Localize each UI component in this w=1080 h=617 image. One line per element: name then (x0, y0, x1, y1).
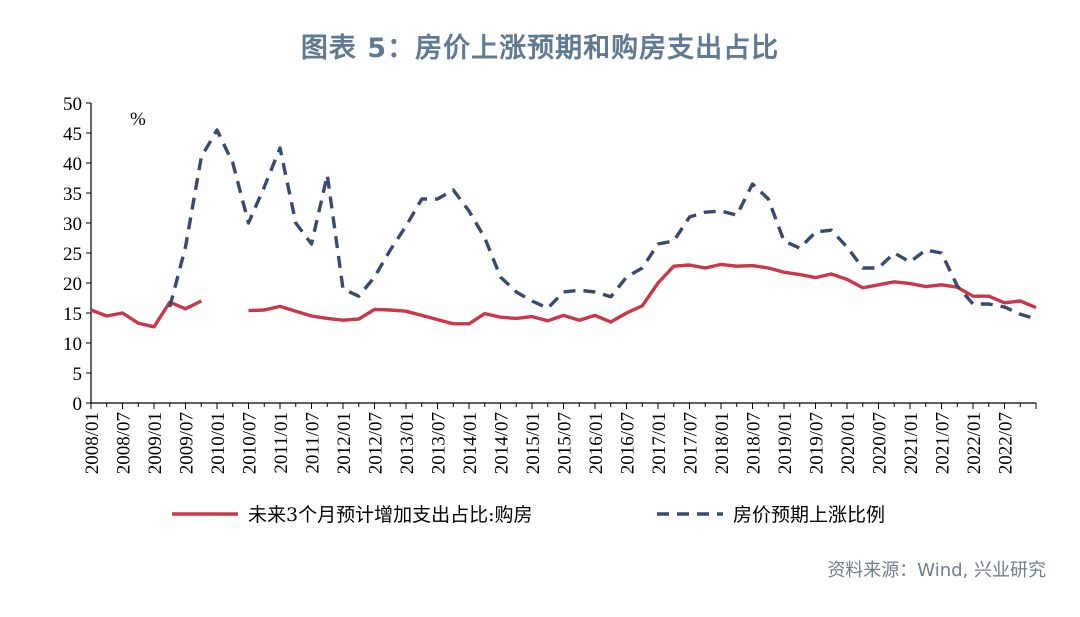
y-tick-label: 45 (63, 124, 82, 145)
y-tick-label: 50 (63, 94, 82, 115)
y-tick-label: 0 (73, 394, 83, 415)
x-tick-label: 2015/01 (523, 412, 544, 474)
series-line-1 (90, 299, 203, 329)
x-tick-label: 2020/07 (870, 412, 891, 474)
x-tick-label: 2011/01 (271, 412, 292, 474)
x-tick-label: 2018/01 (712, 412, 733, 474)
x-tick-label: 2013/07 (429, 412, 450, 474)
x-tick-label: 2009/01 (145, 412, 166, 474)
x-tick-label: 2018/07 (744, 412, 765, 474)
x-axis-ticks: 2008/01 2008/07 2009/01 2009/07 2010/01 2010/… (82, 403, 1037, 474)
x-tick-label: 2010/07 (240, 412, 261, 474)
x-tick-label: 2017/07 (681, 412, 702, 474)
x-tick-label: 2022/07 (996, 412, 1017, 474)
x-tick-label: 2021/07 (933, 412, 954, 474)
series-lines (90, 128, 1037, 329)
y-tick-label: 15 (63, 304, 82, 325)
chart-title: 图表 5：房价上涨预期和购房支出占比 (300, 33, 780, 64)
y-tick-label: 40 (63, 154, 82, 175)
legend-label-1: 未来3个月预计增加支出占比:购房 (248, 504, 533, 526)
x-tick-label: 2009/07 (177, 412, 198, 474)
series-line-2 (168, 128, 1037, 321)
x-tick-label: 2012/07 (366, 412, 387, 474)
y-tick-label: 5 (73, 364, 83, 385)
x-tick-label: 2008/07 (114, 412, 135, 474)
x-tick-label: 2019/07 (807, 412, 828, 474)
x-tick-label: 2012/01 (334, 412, 355, 474)
y-axis-ticks: 0 5 10 15 20 25 30 35 40 45 50 (63, 94, 91, 415)
x-tick-label: 2008/01 (82, 412, 103, 474)
axes (90, 103, 1036, 404)
source-note: 资料来源：Wind, 兴业研究 (827, 560, 1046, 581)
legend-label-2: 房价预期上涨比例 (733, 504, 885, 526)
y-unit-label: % (130, 109, 146, 130)
legend: 未来3个月预计增加支出占比:购房 房价预期上涨比例 (172, 504, 885, 526)
x-tick-label: 2014/01 (460, 412, 481, 474)
x-tick-label: 2011/07 (303, 412, 324, 474)
x-tick-label: 2021/01 (901, 412, 922, 474)
x-tick-label: 2010/01 (208, 412, 229, 474)
x-tick-label: 2022/01 (964, 412, 985, 474)
x-tick-label: 2020/01 (838, 412, 859, 474)
x-tick-label: 2014/07 (492, 412, 513, 474)
x-tick-label: 2019/01 (775, 412, 796, 474)
y-tick-label: 10 (63, 334, 82, 355)
x-tick-label: 2013/01 (397, 412, 418, 474)
x-tick-label: 2015/07 (555, 412, 576, 474)
y-tick-label: 35 (63, 184, 82, 205)
series-line-1 (248, 262, 1037, 326)
x-tick-label: 2017/01 (649, 412, 670, 474)
x-tick-label: 2016/01 (586, 412, 607, 474)
y-tick-label: 20 (63, 274, 82, 295)
x-tick-label: 2016/07 (618, 412, 639, 474)
y-tick-label: 30 (63, 214, 82, 235)
y-tick-label: 25 (63, 244, 82, 265)
